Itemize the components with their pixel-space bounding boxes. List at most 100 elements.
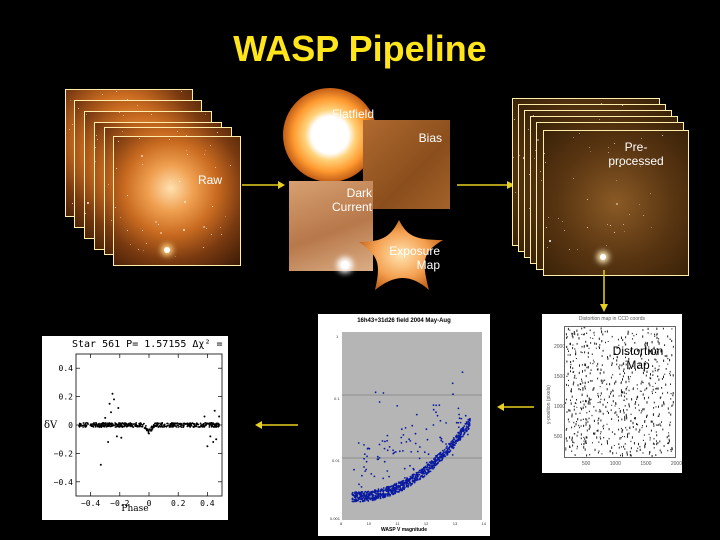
- distortion-dot: [626, 451, 628, 454]
- distortion-dot: [619, 437, 621, 440]
- scatter-point: [403, 484, 406, 487]
- bright-star: [341, 261, 349, 269]
- distortion-dot: [638, 409, 640, 412]
- distortion-dot: [604, 379, 606, 381]
- distortion-dot: [565, 402, 567, 404]
- star-speck: [514, 119, 516, 121]
- distortion-dot: [599, 386, 601, 388]
- distortion-dot: [598, 395, 599, 398]
- star-speck: [623, 224, 625, 226]
- distortion-dot: [572, 367, 574, 370]
- scatter-point: [386, 449, 389, 452]
- star-speck: [183, 229, 186, 232]
- star-speck: [180, 90, 182, 92]
- distortion-dot: [574, 454, 576, 456]
- lightcurve-point: [111, 425, 114, 427]
- scatter-point: [443, 451, 445, 453]
- scatter-point: [358, 491, 360, 494]
- distortion-dot: [642, 408, 644, 411]
- scatter-point: [388, 489, 391, 491]
- lightcurve-point: [156, 422, 159, 424]
- distortion-dot: [624, 405, 626, 407]
- distortion-dot: [620, 437, 622, 439]
- distortion-dot: [659, 440, 661, 443]
- lightcurve-outlier: [213, 409, 216, 412]
- distortion-dot: [619, 410, 621, 412]
- lightcurve-point: [209, 422, 211, 424]
- distortion-dot: [646, 425, 647, 428]
- distortion-dot: [653, 413, 654, 416]
- distortion-dot: [627, 353, 629, 355]
- scatter-point: [402, 479, 405, 482]
- scatter-point: [465, 427, 468, 429]
- distortion-dot: [617, 338, 619, 341]
- lightcurve-point: [93, 422, 95, 424]
- scatter-point: [378, 443, 381, 446]
- distortion-dot: [655, 406, 657, 408]
- lightcurve-point: [158, 425, 161, 427]
- distortion-dot: [574, 425, 576, 428]
- star-speck: [529, 174, 531, 176]
- lightcurve-point: [155, 422, 157, 425]
- distortion-dot: [605, 341, 606, 344]
- distortion-dot: [627, 375, 629, 379]
- lightcurve-point: [164, 425, 166, 428]
- distortion-dot: [572, 332, 574, 335]
- star-speck: [119, 217, 121, 219]
- distortion-dot: [644, 420, 646, 423]
- scatter-point: [386, 488, 389, 491]
- scatter-point: [398, 450, 401, 453]
- scatter-point: [397, 484, 400, 487]
- lightcurve-point: [208, 426, 211, 428]
- distortion-dot: [640, 354, 642, 356]
- distortion-dot: [574, 433, 576, 435]
- star-speck: [204, 154, 206, 156]
- distortion-dot: [623, 391, 625, 394]
- scatter-point: [468, 422, 471, 425]
- distortion-dot: [613, 357, 614, 360]
- distortion-dot: [566, 411, 568, 413]
- scatter-point: [394, 487, 397, 490]
- star-speck: [522, 156, 525, 159]
- distortion-dot: [660, 349, 662, 353]
- distortion-dot: [608, 428, 610, 431]
- scatter-point: [393, 483, 396, 486]
- distortion-dot: [584, 345, 585, 347]
- lightcurve-point: [99, 423, 102, 426]
- distortion-dot: [584, 441, 586, 444]
- distortion-dot: [638, 431, 640, 433]
- scatter-point: [405, 441, 408, 443]
- scatter-point: [366, 455, 368, 458]
- lightcurve-point: [173, 424, 176, 427]
- distortion-dot: [642, 439, 644, 441]
- scatter-point: [438, 453, 440, 455]
- star-speck: [72, 202, 73, 204]
- arrow-calibration-to-preprocessed: [457, 181, 515, 189]
- distortion-dot: [585, 440, 587, 442]
- star-speck: [601, 103, 603, 105]
- lightcurve-point: [168, 425, 171, 428]
- star-speck: [220, 233, 222, 235]
- scatter-point: [371, 491, 374, 494]
- distortion-dot: [654, 382, 656, 384]
- lightcurve-point: [151, 425, 154, 428]
- star-speck: [185, 149, 187, 151]
- lightcurve-outlier: [215, 438, 218, 441]
- star-speck: [544, 152, 546, 154]
- distortion-dot: [666, 354, 668, 358]
- star-speck: [590, 151, 592, 153]
- distortion-dot: [608, 411, 609, 414]
- distortion-dot: [595, 347, 597, 349]
- scatter-point: [354, 491, 356, 493]
- distortion-dot: [589, 380, 591, 382]
- lightcurve-point: [129, 424, 132, 427]
- lightcurve-point: [150, 429, 153, 432]
- scatter-plot-area: [342, 332, 482, 520]
- distortion-dot: [652, 392, 653, 395]
- scatter-x-tick: 10: [366, 521, 372, 526]
- star-speck: [534, 157, 536, 159]
- scatter-point: [469, 420, 471, 422]
- distortion-dot: [579, 389, 581, 391]
- scatter-point: [396, 490, 398, 493]
- star-speck: [141, 164, 143, 166]
